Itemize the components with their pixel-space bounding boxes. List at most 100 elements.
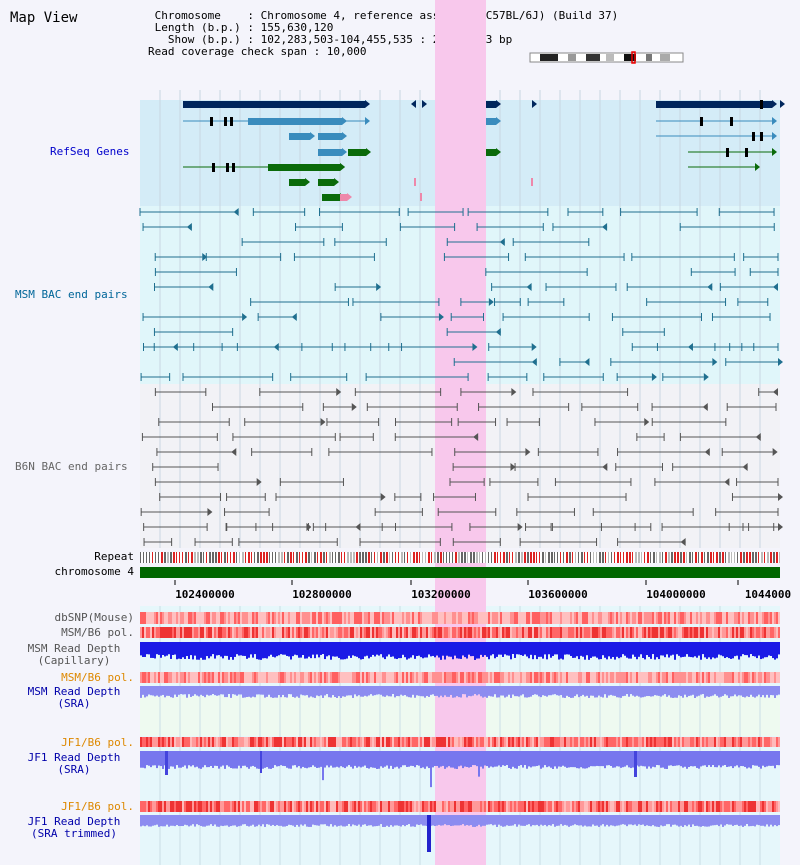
dbsnp-density (426, 612, 428, 624)
repeat-element (194, 552, 196, 563)
jf1-b6-polymorphism (354, 737, 356, 747)
msm-b6-polymorphism (522, 672, 524, 683)
jf1-b6-polymorphism (164, 801, 166, 812)
jf1-b6-polymorphism (632, 737, 634, 747)
msm-b6-polymorphism (636, 627, 638, 638)
msm-depth-sra-bar (282, 686, 284, 695)
repeat-element (521, 552, 523, 563)
msm-depth-capillary-bar (672, 642, 674, 655)
dbsnp-density (752, 612, 754, 624)
jf1-depth-sra-bar (540, 751, 542, 769)
msm-b6-polymorphism (366, 627, 368, 638)
jf1-depth-sra-bar (766, 751, 768, 767)
jf1-depth-trimmed-bar (568, 815, 570, 827)
refseq-gene-exon (183, 101, 365, 108)
repeat-element (359, 552, 361, 563)
jf1-b6-polymorphism (750, 737, 752, 747)
dbsnp-density (184, 612, 186, 624)
msm-depth-capillary-bar (632, 642, 634, 655)
msm-b6-polymorphism (452, 672, 454, 683)
msm-depth-capillary-bar (522, 642, 524, 656)
jf1-b6-polymorphism (650, 737, 652, 747)
msm-depth-sra-bar (662, 686, 664, 696)
jf1-b6-polymorphism (700, 737, 702, 747)
jf1-depth-sra-bar (724, 751, 726, 766)
msm-b6-polymorphism (406, 627, 408, 638)
jf1-depth-sra-bar (592, 751, 594, 767)
msm-b6-polymorphism (302, 672, 304, 683)
dbsnp-density (472, 612, 474, 624)
dbsnp-density (698, 612, 700, 624)
msm-b6-polymorphism (526, 672, 528, 683)
jf1-b6-polymorphism (286, 737, 288, 747)
jf1-b6-polymorphism (758, 801, 760, 812)
jf1-depth-trimmed-bar (548, 815, 550, 826)
msm-depth-sra-bar (260, 686, 262, 695)
dbsnp-density (494, 612, 496, 624)
jf1-depth-sra-bar (470, 751, 472, 767)
msm-depth-sra-bar (464, 686, 466, 695)
dbsnp-density (588, 612, 590, 624)
msm-b6-polymorphism (466, 672, 468, 683)
msm-b6-polymorphism (612, 672, 614, 683)
jf1-b6-polymorphism (650, 801, 652, 812)
jf1-b6-polymorphism (552, 737, 554, 747)
dbsnp-density (638, 612, 640, 624)
msm-depth-sra-bar (692, 686, 694, 695)
jf1-b6-polymorphism (510, 737, 512, 747)
dbsnp-density (392, 612, 394, 624)
msm-depth-capillary-bar (280, 642, 282, 655)
repeat-element (200, 552, 202, 563)
msm-depth-capillary-bar (394, 642, 396, 659)
msm-b6-polymorphism (712, 627, 714, 638)
msm-depth-capillary-bar (362, 642, 364, 660)
jf1-depth-trimmed-bar (772, 815, 774, 827)
refseq-exon-mark (760, 132, 763, 141)
msm-b6-polymorphism (182, 672, 184, 683)
dbsnp-density (326, 612, 328, 624)
msm-b6-polymorphism (730, 672, 732, 683)
b6n-bac-arrow (306, 523, 312, 531)
msm-b6-polymorphism (730, 627, 732, 638)
msm-depth-capillary-bar (282, 642, 284, 655)
right-gutter (780, 0, 800, 865)
msm-depth-sra-bar (340, 686, 342, 698)
dbsnp-density (718, 612, 720, 624)
jf1-depth-trimmed-bar (242, 815, 244, 825)
msm-depth-sra-bar (254, 686, 256, 698)
msm-depth-capillary-bar (316, 642, 318, 655)
jf1-b6-polymorphism (244, 737, 246, 747)
msm-depth-capillary-bar (454, 642, 456, 656)
b6n-bac-arrow (680, 538, 686, 546)
repeat-element (551, 552, 553, 563)
repeat-element (266, 552, 268, 563)
jf1-depth-sra-bar (304, 751, 306, 768)
repeat-element (779, 552, 780, 563)
msm-depth-sra-bar (374, 686, 376, 696)
repeat-element (263, 552, 265, 563)
msm-b6-polymorphism (750, 672, 752, 683)
dbsnp-density (442, 612, 444, 624)
msm-b6-polymorphism (170, 672, 172, 683)
msm-depth-capillary-bar (740, 642, 742, 657)
msm-b6-polymorphism (384, 672, 386, 683)
dbsnp-density (684, 612, 686, 624)
msm-depth-capillary-bar (408, 642, 410, 659)
msm-depth-capillary-bar (232, 642, 234, 660)
msm-b6-polymorphism (298, 627, 300, 638)
msm-b6-polymorphism (642, 672, 644, 683)
repeat-element (722, 552, 724, 563)
msm-b6-polymorphism (326, 672, 328, 683)
jf1-depth-trimmed-bar (494, 815, 496, 825)
jf1-depth-trimmed-bar (180, 815, 182, 827)
jf1-b6-polymorphism (178, 801, 180, 812)
jf1-b6-polymorphism (368, 737, 370, 747)
msm-depth-capillary-bar (540, 642, 542, 657)
msm-depth-sra-bar (306, 686, 308, 696)
jf1-depth-trimmed-bar (724, 815, 726, 826)
jf1-b6-polymorphism (434, 801, 436, 812)
jf1-b6-polymorphism (182, 801, 184, 812)
dbsnp-density (360, 612, 362, 624)
repeat-element (221, 552, 222, 563)
